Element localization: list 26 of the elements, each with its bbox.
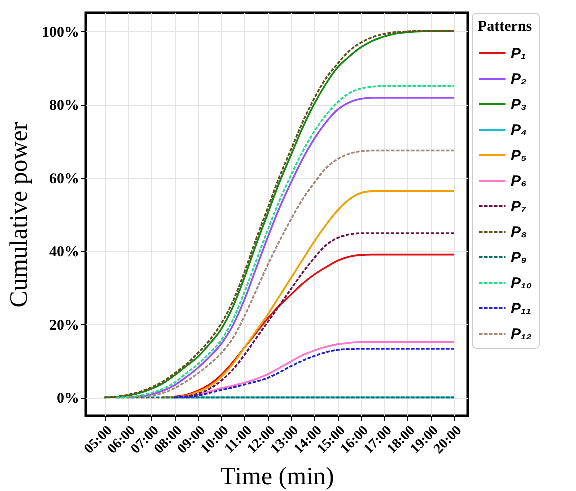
legend-label: P₅ xyxy=(511,148,528,164)
legend-label: P₄ xyxy=(511,122,528,139)
legend-label: P₁ xyxy=(511,46,526,62)
legend-label: P₆ xyxy=(511,173,528,190)
x-axis-title: Time (min) xyxy=(220,463,334,490)
y-tick-label: 40% xyxy=(50,244,80,261)
y-tick-label: 20% xyxy=(50,318,80,334)
legend-label: P₇ xyxy=(511,198,528,216)
y-tick-label: 80% xyxy=(50,98,80,114)
legend-label: P₃ xyxy=(511,96,528,114)
y-axis-title: Cumulative power xyxy=(6,122,33,308)
line-series xyxy=(127,150,455,399)
line-series xyxy=(162,190,455,399)
legend-label: P₁₁ xyxy=(511,300,532,318)
y-tick-label: 60% xyxy=(50,171,80,188)
y-tick-label: 100% xyxy=(42,24,80,41)
line-series xyxy=(162,254,455,399)
line-series xyxy=(104,30,455,399)
y-tick-label: 0% xyxy=(57,391,80,408)
legend-title: Patterns xyxy=(478,19,532,35)
legend-label: P₁₂ xyxy=(511,326,532,343)
legend-label: P₁₀ xyxy=(511,275,532,292)
legend-label: P₉ xyxy=(511,250,528,266)
line-series xyxy=(174,232,455,399)
legend-label: P₈ xyxy=(511,224,528,241)
legend-label: P₂ xyxy=(511,71,528,88)
